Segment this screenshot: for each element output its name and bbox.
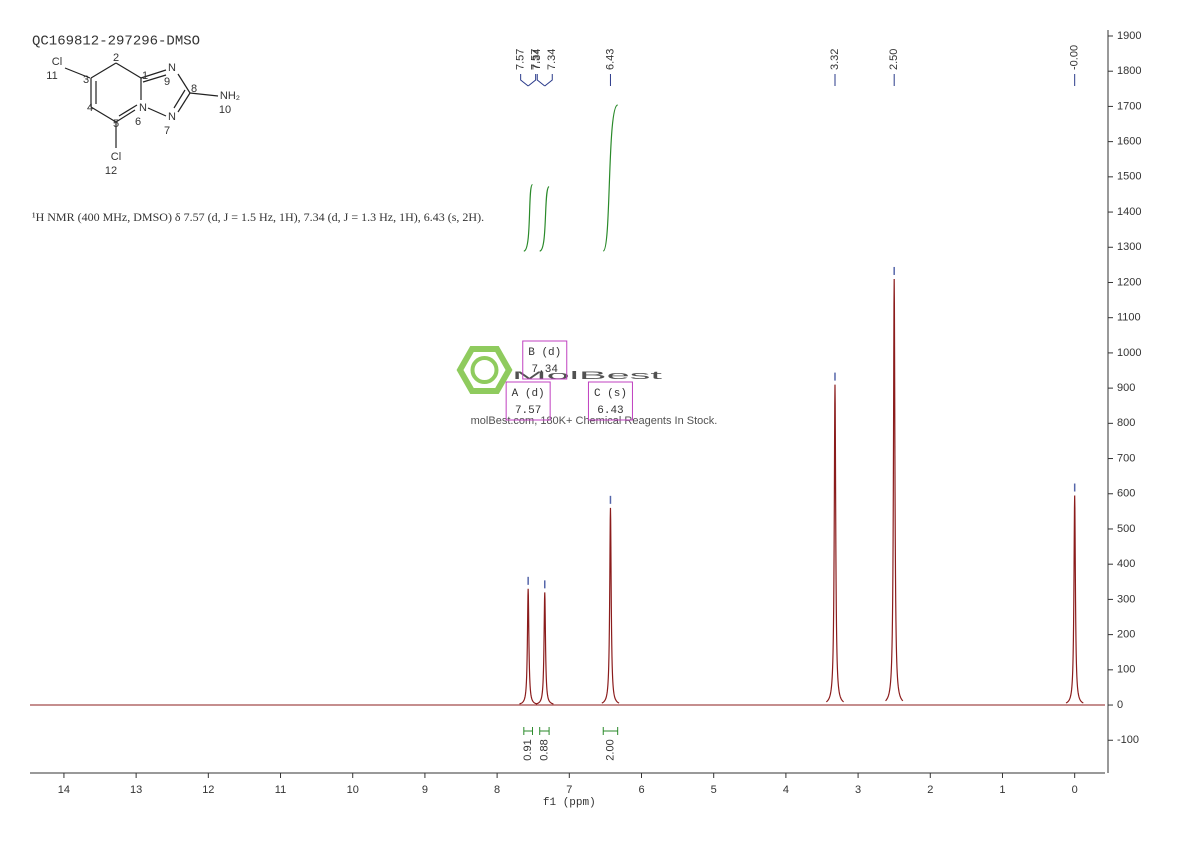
multiplet-box bbox=[522, 340, 568, 380]
atom-label: N bbox=[168, 62, 176, 74]
watermark-tagline: molBest.com, 180K+ Chemical Reagents In … bbox=[471, 415, 718, 427]
y-tick-label: 400 bbox=[1117, 558, 1135, 570]
integral-curve bbox=[602, 104, 619, 252]
atom-number: 6 bbox=[135, 116, 141, 128]
atom-number: 8 bbox=[191, 83, 197, 95]
multiplet-box bbox=[505, 381, 551, 421]
multiplet-box bbox=[587, 381, 633, 421]
y-tick-label: 1600 bbox=[1117, 136, 1141, 148]
peak-label-leader bbox=[520, 74, 529, 87]
peak bbox=[885, 278, 904, 702]
peak-label: -0.00 bbox=[1069, 45, 1081, 70]
y-tick-label: 200 bbox=[1117, 629, 1135, 641]
x-tick-label: 12 bbox=[202, 784, 214, 796]
y-tick-label: 700 bbox=[1117, 452, 1135, 464]
integral-curve bbox=[523, 183, 534, 252]
y-tick-label: -100 bbox=[1117, 734, 1139, 746]
x-tick-label: 13 bbox=[130, 784, 142, 796]
multiplet-name: C (s) bbox=[594, 388, 627, 400]
atom-number: 3 bbox=[83, 74, 89, 86]
watermark-logo bbox=[470, 356, 499, 384]
integral-curve bbox=[539, 186, 550, 252]
peak-label: 6.43 bbox=[604, 49, 616, 70]
x-tick-label: 3 bbox=[855, 784, 861, 796]
y-tick-label: 800 bbox=[1117, 417, 1135, 429]
atom-number: 2 bbox=[113, 52, 119, 64]
multiplet-shift: 7.57 bbox=[515, 405, 541, 417]
y-tick-label: 1200 bbox=[1117, 276, 1141, 288]
x-tick-label: 11 bbox=[275, 784, 286, 796]
peak bbox=[601, 507, 620, 704]
x-tick-label: 14 bbox=[58, 784, 70, 796]
structure-bonds bbox=[64, 62, 219, 148]
y-tick-label: 1800 bbox=[1117, 65, 1141, 77]
atom-label: NH₂ bbox=[220, 90, 240, 102]
atom-number: 5 bbox=[113, 118, 119, 130]
y-tick-label: 1400 bbox=[1117, 206, 1141, 218]
y-tick-label: 900 bbox=[1117, 382, 1135, 394]
atom-number: 7 bbox=[164, 125, 170, 137]
nmr-description: ¹H NMR (400 MHz, DMSO) δ 7.57 (d, J = 1.… bbox=[32, 210, 484, 224]
atom-label: Cl bbox=[111, 151, 121, 163]
x-tick-label: 2 bbox=[927, 784, 933, 796]
atom-number: 12 bbox=[105, 165, 117, 177]
x-tick-label: 5 bbox=[711, 784, 717, 796]
x-tick-label: 7 bbox=[566, 784, 572, 796]
chart-title: QC169812-297296-DMSO bbox=[32, 34, 200, 50]
y-tick-label: 1700 bbox=[1117, 100, 1141, 112]
atom-label: N bbox=[168, 111, 176, 123]
y-tick-label: 100 bbox=[1117, 664, 1135, 676]
y-tick-label: 1000 bbox=[1117, 347, 1141, 359]
y-tick-label: 0 bbox=[1117, 699, 1123, 711]
y-tick-label: 1300 bbox=[1117, 241, 1141, 253]
integral-label: 0.91 bbox=[522, 739, 534, 760]
peak-label: 7.57 bbox=[530, 49, 542, 70]
peak-label: 7.57 bbox=[515, 49, 527, 70]
peak bbox=[519, 588, 537, 705]
atom-number: 10 bbox=[219, 104, 231, 116]
peak-label-leader bbox=[536, 74, 546, 87]
y-tick-label: 1900 bbox=[1117, 30, 1141, 42]
x-tick-label: 9 bbox=[422, 784, 428, 796]
peak bbox=[1065, 495, 1084, 704]
atom-number: 4 bbox=[87, 102, 93, 114]
y-tick-label: 300 bbox=[1117, 593, 1135, 605]
integral-label: 0.88 bbox=[538, 739, 550, 760]
y-tick-label: 1100 bbox=[1117, 312, 1141, 324]
integral-label: 2.00 bbox=[604, 739, 616, 760]
peak-label: 2.50 bbox=[888, 49, 900, 70]
peak-label: 3.32 bbox=[829, 49, 841, 70]
x-tick-label: 8 bbox=[494, 784, 500, 796]
x-tick-label: 6 bbox=[638, 784, 644, 796]
peak-label-leader bbox=[527, 74, 537, 87]
y-tick-label: 600 bbox=[1117, 488, 1135, 500]
multiplet-name: A (d) bbox=[512, 388, 545, 400]
watermark-logo bbox=[456, 346, 513, 394]
x-tick-label: 1 bbox=[999, 784, 1005, 796]
atom-number: 1 bbox=[142, 70, 148, 82]
y-tick-label: 500 bbox=[1117, 523, 1135, 535]
peak bbox=[825, 384, 845, 703]
multiplet-name: B (d) bbox=[528, 347, 561, 359]
atom-label: Cl bbox=[52, 56, 62, 68]
y-tick-label: 1500 bbox=[1117, 171, 1141, 183]
multiplet-shift: 6.43 bbox=[597, 405, 623, 417]
x-tick-label: 4 bbox=[783, 784, 789, 796]
peak-label: 7.34 bbox=[531, 49, 543, 70]
x-tick-label: 0 bbox=[1072, 784, 1078, 796]
multiplet-shift: 7.34 bbox=[532, 364, 559, 376]
peak-label-leader bbox=[544, 74, 553, 87]
x-tick-label: 10 bbox=[347, 784, 359, 796]
peak bbox=[535, 592, 554, 705]
atom-number: 9 bbox=[164, 76, 170, 88]
x-axis-label: f1 (ppm) bbox=[543, 797, 596, 809]
peak-label: 7.34 bbox=[546, 49, 558, 70]
atom-number: 11 bbox=[46, 70, 57, 82]
atom-label: N bbox=[139, 102, 147, 114]
